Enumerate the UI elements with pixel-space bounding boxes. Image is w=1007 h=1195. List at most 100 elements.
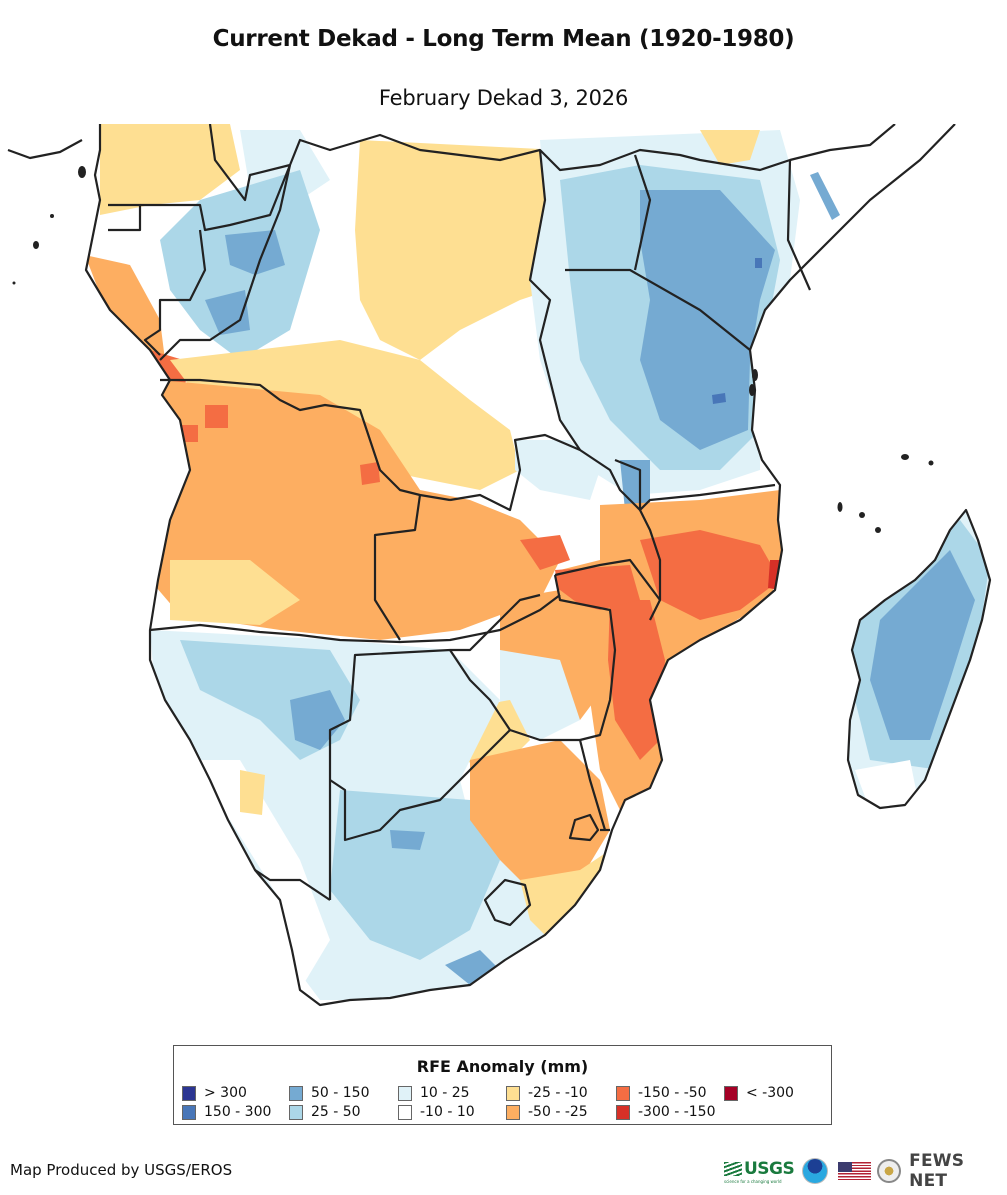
usgs-text: USGS: [744, 1158, 795, 1179]
island-sao-tome: [33, 241, 39, 249]
border-botswana-sa: [329, 729, 511, 842]
border-zimbabwe-mozambique: [553, 574, 617, 742]
fews-net-logo: FEWS NET: [909, 1151, 965, 1191]
legend-item: -300 - -150: [616, 1103, 716, 1121]
island-principe: [50, 214, 54, 218]
legend-item: -10 - 10: [398, 1103, 475, 1121]
island-annobon: [12, 281, 16, 285]
anomaly-patch: [205, 405, 228, 428]
island-pemba: [749, 384, 755, 396]
anomaly-patch: [290, 690, 345, 750]
anomaly-map: [7, 124, 992, 1007]
anomaly-patch: [390, 830, 425, 850]
legend-label: -150 - -50: [638, 1085, 707, 1101]
legend-item: -25 - -10: [506, 1084, 588, 1102]
legend-swatch: [724, 1085, 738, 1101]
anomaly-patch: [700, 130, 760, 165]
mainland-raster: [8, 124, 955, 1005]
island-comoros: [859, 512, 865, 518]
anomaly-patch: [182, 425, 198, 442]
legend-item: 50 - 150: [289, 1084, 370, 1102]
anomaly-patch: [870, 550, 975, 740]
island-zanzibar: [752, 369, 758, 381]
border-namibia-sa: [254, 869, 331, 901]
anomaly-patch: [640, 190, 775, 450]
legend-swatch: [616, 1104, 630, 1120]
usgs-wave-icon: [724, 1161, 742, 1176]
anomaly-patch: [520, 850, 610, 940]
state-dept-seal-icon: [877, 1159, 902, 1183]
island-bioko: [78, 166, 86, 178]
border-gabon: [143, 229, 207, 356]
border-botswana-zimbabwe: [449, 649, 607, 831]
anomaly-patch: [520, 535, 570, 570]
anomaly-patch: [225, 230, 285, 275]
country-borders: [7, 124, 992, 1007]
legend-title: RFE Anomaly (mm): [416, 1057, 589, 1076]
island-seychelles: [901, 454, 909, 460]
anomaly-patch: [712, 393, 726, 404]
legend-label: -50 - -25: [528, 1104, 588, 1120]
legend-label: < -300: [746, 1085, 794, 1101]
partner-logos: USGS science for a changing world FEWS N…: [724, 1151, 1007, 1191]
island-mayotte: [875, 527, 881, 533]
legend-item: -150 - -50: [616, 1084, 707, 1102]
noaa-logo-icon: [802, 1158, 828, 1184]
border-lesotho: [483, 878, 532, 927]
legend-label: -10 - 10: [420, 1104, 475, 1120]
legend-label: > 300: [204, 1085, 247, 1101]
anomaly-patch: [640, 530, 780, 620]
anomaly-patch: [855, 760, 920, 808]
legend-swatch: [506, 1104, 520, 1120]
anomaly-patch: [755, 258, 762, 268]
border-kenya-tanzania: [565, 268, 751, 351]
border-eswatini: [568, 813, 600, 842]
legend-item: > 300: [182, 1084, 247, 1102]
anomaly-patch: [205, 290, 250, 335]
anomaly-patch: [360, 462, 380, 485]
border-angola-zambia: [373, 494, 422, 641]
legend-item: -50 - -25: [506, 1103, 588, 1121]
anomaly-patch: [810, 172, 840, 220]
coastline-west: [7, 139, 83, 160]
madagascar-coast: [846, 508, 992, 810]
legend-label: 150 - 300: [204, 1104, 272, 1120]
border-angola-drc: [160, 378, 451, 502]
border-zambia-mozambique: [554, 558, 661, 601]
legend-item: 25 - 50: [289, 1103, 361, 1121]
us-flag-icon: [837, 1162, 872, 1180]
legend-label: 25 - 50: [311, 1104, 361, 1120]
coastline: [84, 124, 956, 1007]
islands: [12, 166, 934, 533]
legend-swatch: [182, 1104, 196, 1120]
legend-label: 10 - 25: [420, 1085, 470, 1101]
anomaly-patch: [170, 560, 300, 625]
border-congo: [159, 164, 292, 361]
map-subtitle: February Dekad 3, 2026: [378, 86, 629, 110]
legend-label: 50 - 150: [311, 1085, 370, 1101]
legend-swatch: [506, 1085, 520, 1101]
anomaly-patch: [500, 650, 580, 740]
legend-swatch: [616, 1085, 630, 1101]
madagascar-raster: [848, 510, 990, 808]
usgs-tagline: science for a changing world: [724, 1178, 782, 1184]
legend-swatch: [398, 1085, 412, 1101]
legend-swatch: [182, 1085, 196, 1101]
legend-label: -300 - -150: [638, 1104, 716, 1120]
legend-item: 150 - 300: [182, 1103, 271, 1121]
map-legend: RFE Anomaly (mm) > 300 150 - 300 50 - 150 2…: [173, 1045, 832, 1125]
anomaly-patch: [355, 140, 590, 360]
anomaly-patch: [555, 565, 640, 610]
legend-item: < -300: [724, 1084, 794, 1102]
border-cameroon: [140, 164, 292, 232]
legend-swatch: [289, 1085, 303, 1101]
border-kenya-uganda: [633, 154, 652, 271]
anomaly-patch: [470, 740, 610, 900]
legend-swatch: [398, 1104, 412, 1120]
border-uganda-rwanda: [528, 149, 581, 451]
map-credit: Map Produced by USGS/EROS: [10, 1161, 233, 1179]
anomaly-patch: [100, 124, 240, 215]
island-comoros: [837, 502, 843, 512]
border-kenya-somalia: [786, 159, 812, 291]
usgs-logo: USGS science for a changing world: [724, 1158, 795, 1184]
